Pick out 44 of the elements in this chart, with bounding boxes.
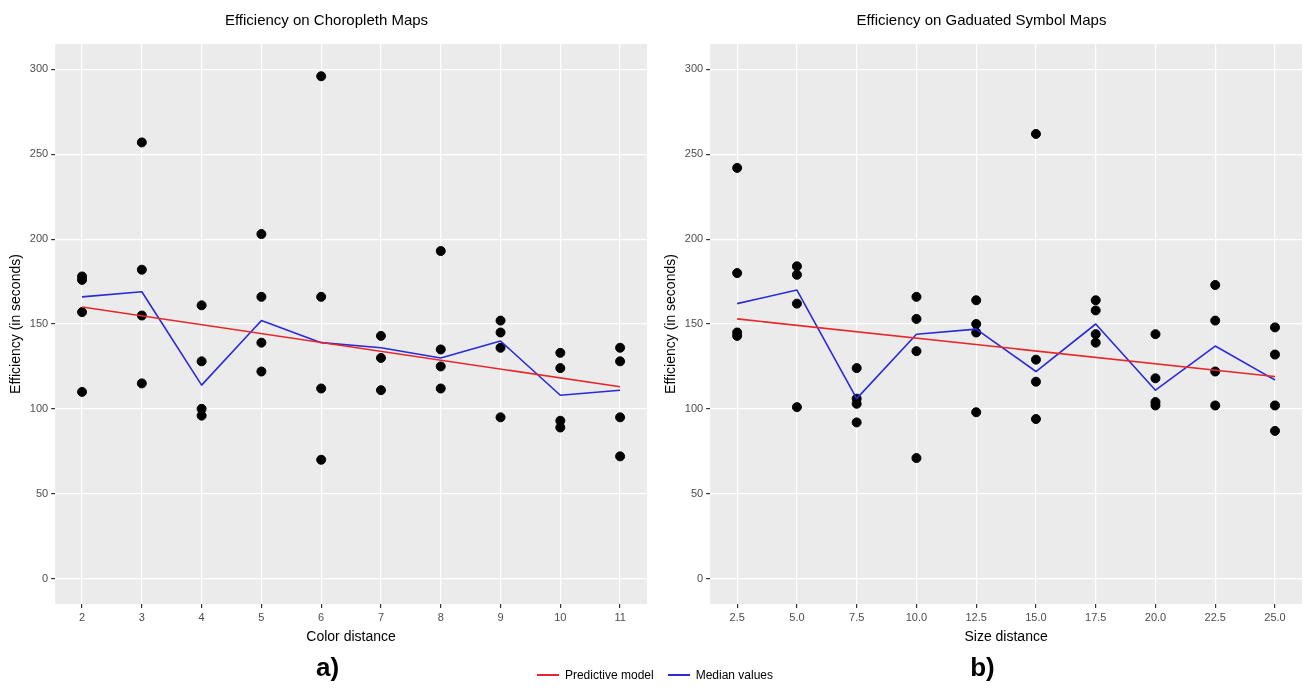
y-tick-label: 300 [29, 62, 49, 75]
y-tick-label: 100 [29, 401, 49, 414]
x-tick-label: 2.5 [729, 610, 745, 623]
y-tick-label: 300 [684, 62, 704, 75]
x-tick-label: 9 [497, 610, 504, 623]
y-tick-label: 0 [42, 571, 49, 584]
chart-title: Efficiency on Gaduated Symbol Maps [856, 11, 1107, 29]
text: a) [315, 652, 340, 682]
x-tick-label: 20.0 [1144, 610, 1167, 623]
x-tick-label: 7 [377, 610, 385, 623]
y-axis-title: Efficiency (in seconds) [7, 254, 24, 394]
x-tick-label: 3 [138, 610, 145, 623]
x-tick-label: 12.5 [965, 610, 987, 623]
legend-label: Predictive model [564, 668, 654, 682]
x-tick-label: 25.0 [1264, 610, 1286, 623]
x-axis-title: Size distance [964, 628, 1048, 645]
y-tick-label: 150 [684, 317, 704, 330]
y-tick-label: 100 [684, 401, 704, 414]
x-tick-label: 4 [198, 610, 205, 623]
x-tick-label: 15.0 [1025, 610, 1047, 623]
x-tick-label: 17.5 [1085, 610, 1107, 623]
x-tick-label: 5 [258, 610, 265, 623]
x-tick-label: 6 [318, 610, 325, 623]
y-tick-label: 150 [29, 317, 49, 330]
y-tick-label: 250 [684, 147, 704, 160]
legend-label: Median values [695, 668, 774, 682]
x-tick-label: 8 [437, 610, 444, 623]
x-tick-label: 2 [78, 610, 86, 623]
y-tick-label: 250 [29, 147, 49, 160]
chart-title: Efficiency on Choropleth Maps [224, 11, 429, 29]
x-tick-label: 11 [614, 610, 626, 623]
y-tick-label: 50 [690, 486, 704, 499]
y-tick-label: 200 [684, 232, 704, 245]
x-tick-label: 10 [554, 610, 567, 623]
text: b) [970, 652, 995, 682]
y-tick-label: 50 [35, 486, 49, 499]
x-tick-label: 5.0 [789, 610, 805, 623]
y-axis-title: Efficiency (in seconds) [662, 254, 679, 394]
y-tick-label: 0 [697, 571, 704, 584]
x-axis-title: Color distance [306, 628, 397, 645]
x-tick-label: 7.5 [849, 610, 865, 623]
x-tick-label: 10.0 [905, 610, 928, 623]
x-tick-label: 22.5 [1204, 610, 1226, 623]
y-tick-label: 200 [29, 232, 49, 245]
